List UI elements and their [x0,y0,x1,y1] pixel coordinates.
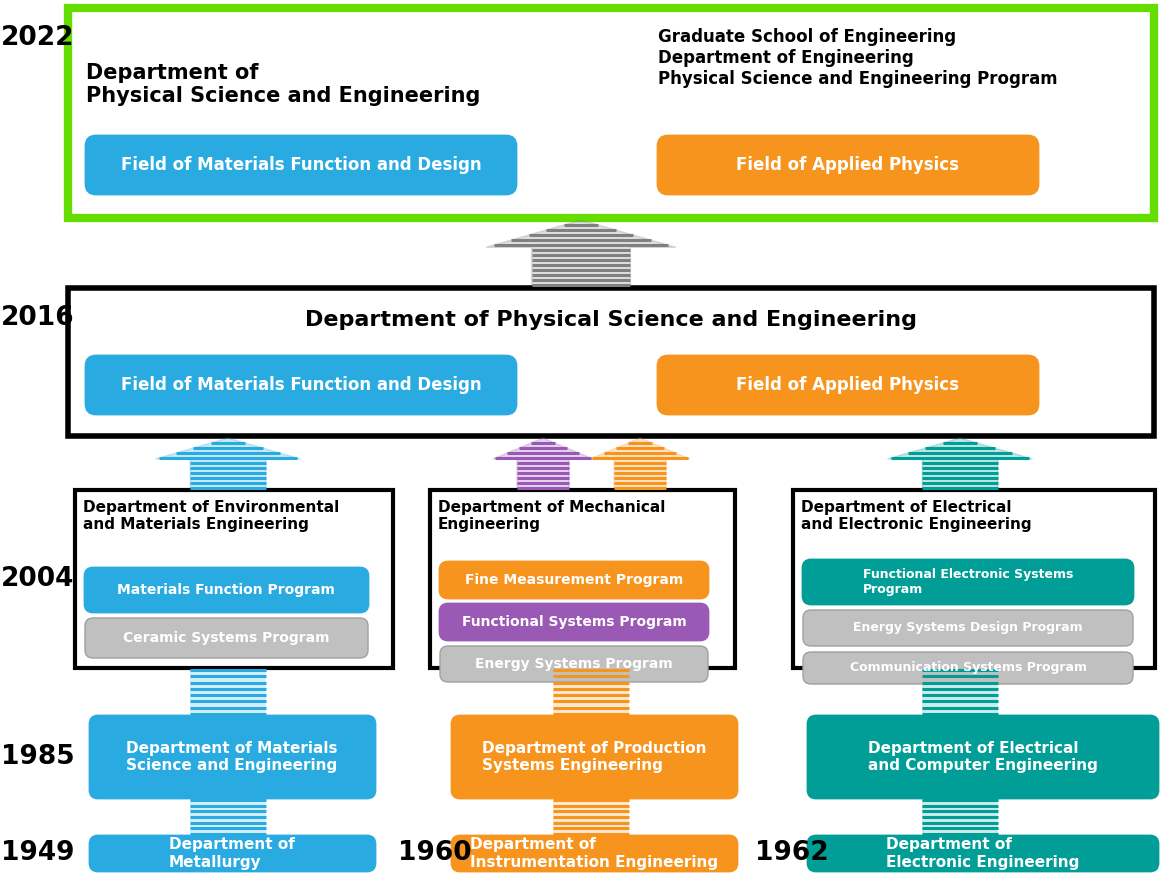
Bar [553,670,629,714]
Text: Functional Systems Program: Functional Systems Program [461,615,687,629]
Polygon shape [590,438,690,488]
FancyBboxPatch shape [658,136,1038,194]
Text: 1985: 1985 [1,744,74,770]
FancyBboxPatch shape [452,716,737,798]
Bar [191,670,266,714]
Text: Field of Materials Function and Design: Field of Materials Function and Design [121,376,481,394]
Text: Field of Applied Physics: Field of Applied Physics [737,376,960,394]
FancyBboxPatch shape [85,568,368,612]
Text: Department of Electrical
and Electronic Engineering: Department of Electrical and Electronic … [801,500,1032,533]
FancyBboxPatch shape [803,610,1133,646]
Polygon shape [486,220,676,285]
FancyBboxPatch shape [86,136,516,194]
Text: Energy Systems Design Program: Energy Systems Design Program [853,621,1083,634]
FancyBboxPatch shape [803,652,1133,684]
Text: Graduate School of Engineering
Department of Engineering
Physical Science and En: Graduate School of Engineering Departmen… [658,28,1057,88]
Text: Department of Electrical
and Computer Engineering: Department of Electrical and Computer En… [868,741,1098,774]
Text: Materials Function Program: Materials Function Program [117,583,335,597]
Bar [923,670,998,714]
FancyBboxPatch shape [658,356,1038,414]
Text: Fine Measurement Program: Fine Measurement Program [465,573,683,587]
Bar [76,490,393,668]
Text: Department of
Instrumentation Engineering: Department of Instrumentation Engineerin… [469,837,718,870]
Text: Department of Physical Science and Engineering: Department of Physical Science and Engin… [304,310,917,330]
Text: 1949: 1949 [1,840,74,866]
Bar [69,8,1154,218]
FancyBboxPatch shape [452,836,737,871]
Text: 1960: 1960 [399,840,472,866]
Bar [191,800,266,834]
Polygon shape [156,438,301,488]
FancyBboxPatch shape [89,716,375,798]
FancyBboxPatch shape [85,618,368,658]
Text: Department of Production
Systems Engineering: Department of Production Systems Enginee… [482,741,706,774]
Bar [553,800,629,834]
Text: Functional Electronic Systems
Program: Functional Electronic Systems Program [863,568,1074,596]
Text: Communication Systems Program: Communication Systems Program [849,661,1086,675]
Text: Department of
Physical Science and Engineering: Department of Physical Science and Engin… [86,63,480,106]
FancyBboxPatch shape [808,836,1159,871]
FancyBboxPatch shape [86,356,516,414]
FancyBboxPatch shape [440,604,708,640]
Text: 2022: 2022 [1,25,74,51]
FancyBboxPatch shape [803,560,1133,604]
Bar [430,490,736,668]
Polygon shape [493,438,593,488]
Text: 1962: 1962 [755,840,829,866]
Text: Department of Mechanical
Engineering: Department of Mechanical Engineering [438,500,666,533]
Bar [792,490,1155,668]
Text: 2016: 2016 [1,305,74,331]
Text: Energy Systems Program: Energy Systems Program [475,657,673,671]
Text: 2004: 2004 [1,566,74,592]
Bar [923,800,998,834]
FancyBboxPatch shape [89,836,375,871]
Polygon shape [888,438,1033,488]
FancyBboxPatch shape [440,646,708,682]
Text: Department of Materials
Science and Engineering: Department of Materials Science and Engi… [127,741,338,774]
FancyBboxPatch shape [808,716,1159,798]
Text: Department of
Metallurgy: Department of Metallurgy [168,837,295,870]
Text: Department of Environmental
and Materials Engineering: Department of Environmental and Material… [83,500,339,533]
FancyBboxPatch shape [440,562,708,598]
Text: Department of
Electronic Engineering: Department of Electronic Engineering [887,837,1079,870]
Bar [69,288,1154,436]
Text: Field of Applied Physics: Field of Applied Physics [737,156,960,174]
Text: Field of Materials Function and Design: Field of Materials Function and Design [121,156,481,174]
Text: Ceramic Systems Program: Ceramic Systems Program [123,631,329,645]
